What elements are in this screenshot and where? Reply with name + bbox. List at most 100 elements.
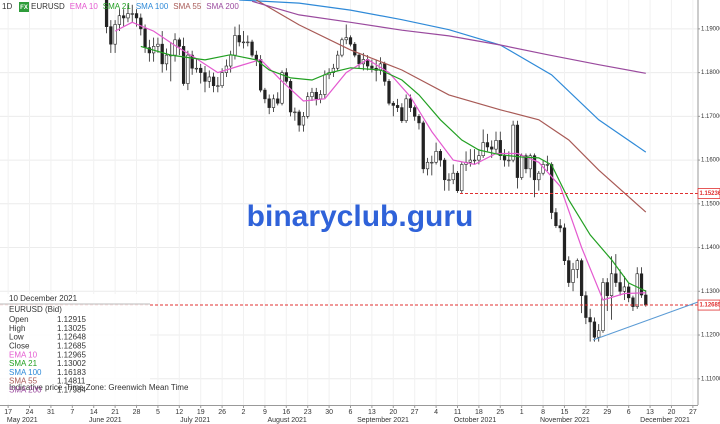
candle-body <box>348 37 353 45</box>
candle-body <box>126 13 130 19</box>
candle-body <box>194 67 199 70</box>
candle-body <box>507 159 511 162</box>
candle-body <box>425 161 430 170</box>
candle-body <box>455 172 460 191</box>
info-value: 1.12648 <box>57 333 86 342</box>
x-tick-label: 1 <box>520 409 524 416</box>
x-tick-label: 9 <box>263 409 267 416</box>
candle-body <box>408 98 413 108</box>
candle-body <box>421 122 425 170</box>
candle-body <box>357 54 361 65</box>
x-tick-label: 27 <box>411 409 419 416</box>
x-tick-label: 20 <box>668 409 676 416</box>
candle-body <box>554 212 558 226</box>
candle-body <box>430 161 434 164</box>
candle-body <box>498 140 502 157</box>
info-label: High <box>9 324 25 333</box>
candle-body <box>160 43 164 65</box>
x-tick-label: 30 <box>325 409 333 416</box>
candle-body <box>246 41 250 44</box>
info-timezone: Time Zone: Greenwich Mean Time <box>66 383 189 392</box>
candle-body <box>597 330 601 338</box>
candle-body <box>447 179 451 181</box>
y-tick-label: 1.14000 <box>701 245 720 251</box>
ma-line <box>255 0 647 213</box>
candle-body <box>579 260 584 296</box>
info-value: 1.14811 <box>57 377 86 386</box>
last-price-label: 1.12685 <box>700 303 720 309</box>
candle-body <box>400 107 404 122</box>
candle-body <box>485 142 490 148</box>
y-tick-label: 1.12000 <box>701 333 720 339</box>
trend-line <box>592 301 699 341</box>
candle-body <box>511 124 515 161</box>
candle-body <box>318 94 323 100</box>
candle-body <box>233 35 237 56</box>
info-value: 1.12965 <box>57 350 86 359</box>
info-value: 1.16183 <box>57 368 86 377</box>
legend-entry: SMA 100 <box>136 2 169 11</box>
candle-body <box>567 260 571 283</box>
candle-body <box>434 151 438 163</box>
y-tick-label: 1.15000 <box>701 201 720 207</box>
y-tick-label: 1.11000 <box>701 376 720 382</box>
month-label: August 2021 <box>268 417 307 424</box>
candle-body <box>468 159 472 163</box>
month-label: November 2021 <box>540 417 590 424</box>
x-tick-label: 7 <box>70 409 74 416</box>
candle-body <box>122 15 126 19</box>
candle-body <box>181 46 186 84</box>
info-title: EURUSD (Bid) <box>9 305 62 314</box>
candle-body <box>584 295 588 318</box>
candle-body <box>515 124 520 178</box>
candle-body <box>104 0 109 27</box>
candle-body <box>472 159 477 162</box>
symbol: EURUSD <box>31 2 65 11</box>
candle-body <box>297 111 301 126</box>
candle-body <box>520 155 524 178</box>
price-level-label: 1.15236 <box>700 191 720 197</box>
x-tick-label: 26 <box>218 409 226 416</box>
candle-body <box>639 273 644 296</box>
timeframe: 1D <box>2 2 12 11</box>
candle-body <box>199 67 203 73</box>
candle-body <box>220 72 224 87</box>
x-tick-label: 17 <box>4 409 12 416</box>
candle-body <box>477 155 481 161</box>
candle-body <box>293 111 297 114</box>
ma-line <box>251 0 646 74</box>
candle-body <box>250 41 254 56</box>
candle-body <box>113 24 117 45</box>
candle-body <box>263 89 267 100</box>
candle-body <box>134 13 139 19</box>
candle-body <box>344 37 348 41</box>
axes: 1.11000 1.12000 1.13000 1.14000 1.15000 1.160… <box>4 26 720 424</box>
candle-body <box>331 67 336 73</box>
x-tick-label: 15 <box>561 409 569 416</box>
candle-body <box>627 286 631 299</box>
x-tick-label: 29 <box>603 409 611 416</box>
x-tick-label: 19 <box>197 409 205 416</box>
candle-body <box>524 155 528 170</box>
info-label: Low <box>9 333 24 342</box>
x-tick-label: 13 <box>646 409 654 416</box>
candle-body <box>537 172 541 181</box>
legend-entry: SMA 200 <box>206 2 239 11</box>
x-tick-label: 5 <box>156 409 160 416</box>
y-tick-label: 1.13000 <box>701 289 720 295</box>
candle-body <box>494 140 498 150</box>
price-axis <box>698 0 720 424</box>
x-tick-label: 2 <box>242 409 246 416</box>
candle-body <box>438 151 442 161</box>
candle-body <box>340 39 344 56</box>
ma-line <box>114 21 646 301</box>
y-tick-label: 1.16000 <box>701 158 720 164</box>
candle-body <box>550 164 554 213</box>
candle-body <box>314 91 318 100</box>
candle-body <box>605 282 609 296</box>
candle-body <box>147 47 151 54</box>
candle-body <box>280 72 284 104</box>
candle-body <box>301 116 306 126</box>
candle-body <box>562 227 567 261</box>
x-tick-label: 31 <box>47 409 55 416</box>
